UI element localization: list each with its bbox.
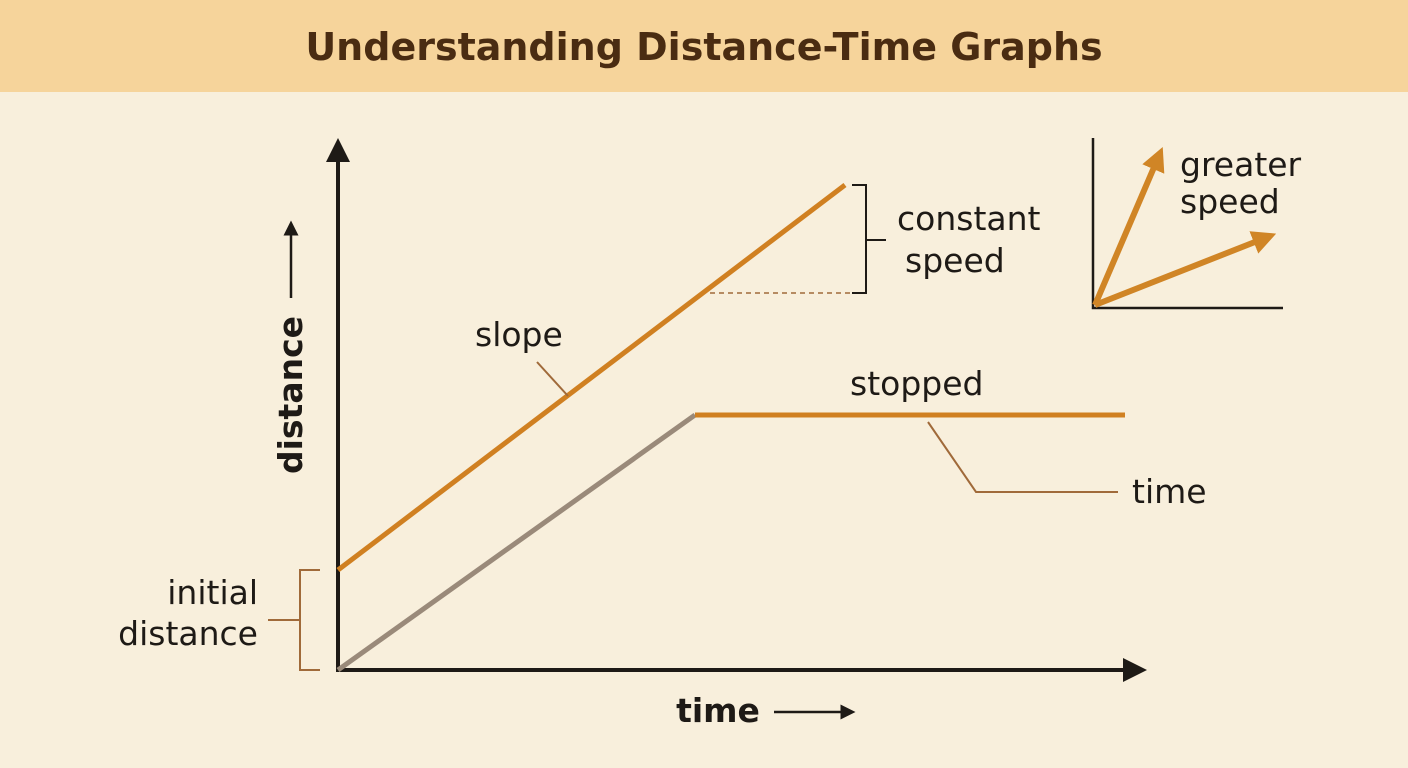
title-band (0, 0, 1408, 92)
initial-distance-label: initial (167, 573, 258, 612)
greater-speed-label: speed (1180, 182, 1280, 221)
inset-axes (1091, 138, 1283, 310)
time-leader (927, 421, 1118, 493)
greater-speed-label: greater (1180, 145, 1302, 184)
constant-speed-label: speed (905, 241, 1005, 280)
x-axis-label: time (676, 691, 760, 730)
initial-bracket (268, 569, 320, 671)
initial-distance-label: distance (118, 614, 258, 653)
y-axis-label: distance (271, 316, 310, 474)
constant-speed-label: constant (897, 199, 1041, 238)
slope-leader (536, 361, 569, 397)
title: Understanding Distance-Time Graphs (305, 25, 1102, 69)
inset-arrow-steep (1092, 146, 1165, 307)
inset-arrow-shallow (1093, 231, 1277, 308)
slope-label: slope (475, 315, 563, 354)
gray-line (336, 412, 697, 673)
constant-speed-line (336, 183, 847, 572)
time-callout-label: time (1132, 472, 1207, 511)
stopped-label: stopped (850, 364, 983, 403)
speed-bracket (852, 184, 886, 294)
